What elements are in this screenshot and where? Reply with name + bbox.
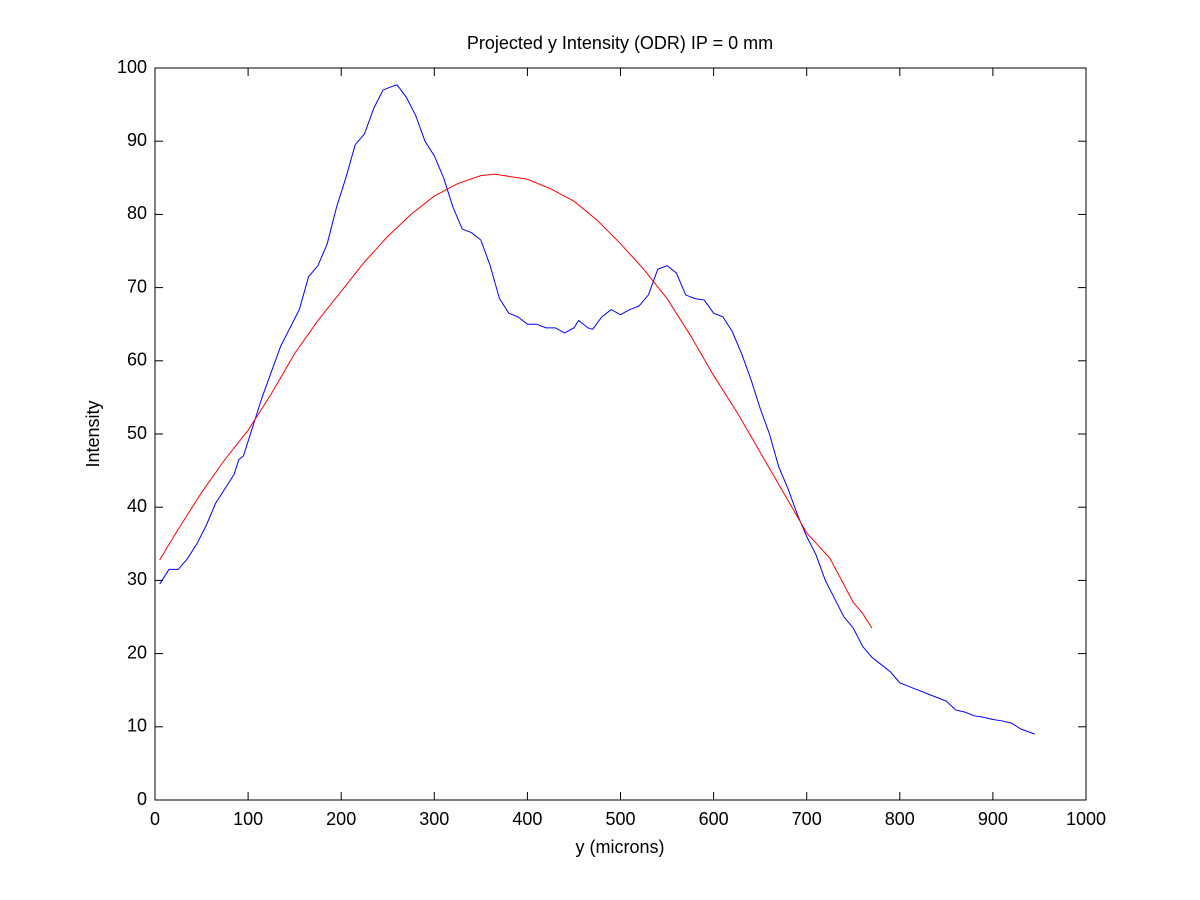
y-tick-label: 100 [117, 57, 147, 77]
x-tick-label: 1000 [1066, 809, 1106, 829]
x-axis-label: y (microns) [576, 837, 665, 857]
x-tick-label: 200 [326, 809, 356, 829]
x-tick-label: 600 [699, 809, 729, 829]
y-tick-label: 30 [127, 569, 147, 589]
y-tick-label: 70 [127, 276, 147, 296]
y-tick-label: 60 [127, 350, 147, 370]
y-axis-label: Intensity [83, 400, 103, 467]
x-tick-label: 800 [885, 809, 915, 829]
x-tick-label: 100 [233, 809, 263, 829]
data-line [159, 173, 873, 629]
x-tick-label: 700 [792, 809, 822, 829]
y-tick-label: 10 [127, 716, 147, 736]
y-tick-label: 50 [127, 423, 147, 443]
y-tick-label: 90 [127, 130, 147, 150]
data-line [159, 84, 1035, 735]
x-tick-label: 900 [978, 809, 1008, 829]
x-tick-label: 500 [605, 809, 635, 829]
chart-title: Projected y Intensity (ODR) IP = 0 mm [467, 33, 773, 53]
y-tick-label: 80 [127, 203, 147, 223]
y-tick-label: 0 [137, 789, 147, 809]
x-tick-label: 0 [150, 809, 160, 829]
y-tick-label: 40 [127, 496, 147, 516]
x-tick-label: 300 [419, 809, 449, 829]
y-tick-label: 20 [127, 642, 147, 662]
x-tick-label: 400 [512, 809, 542, 829]
